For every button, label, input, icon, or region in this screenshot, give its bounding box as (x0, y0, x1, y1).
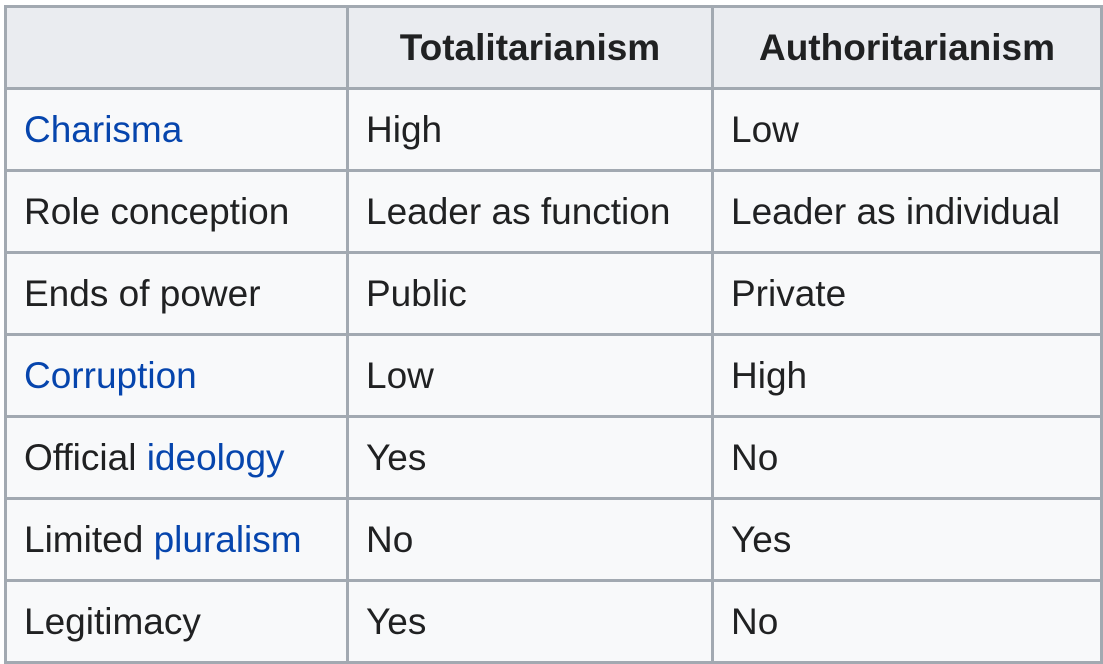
corruption-link[interactable]: Corruption (24, 354, 197, 396)
row-label: Legitimacy (4, 579, 349, 664)
table-row: Corruption Low High (4, 333, 1103, 418)
row-label: Role conception (4, 169, 349, 254)
row-label-text: Role conception (24, 190, 290, 232)
row-label: Official ideology (4, 415, 349, 500)
comparison-table: Totalitarianism Authoritarianism Charism… (4, 5, 1103, 664)
row-label-text: Legitimacy (24, 600, 201, 642)
table-row: Limited pluralism No Yes (4, 497, 1103, 582)
totalitarianism-cell: Leader as function (346, 169, 714, 254)
totalitarianism-cell: Low (346, 333, 714, 418)
header-authoritarianism: Authoritarianism (711, 5, 1103, 90)
table-row: Official ideology Yes No (4, 415, 1103, 500)
ideology-link[interactable]: ideology (146, 436, 285, 478)
charisma-link[interactable]: Charisma (24, 108, 183, 150)
header-totalitarianism: Totalitarianism (346, 5, 714, 90)
row-label-text: Official (24, 436, 147, 478)
header-row: Totalitarianism Authoritarianism (4, 5, 1103, 90)
totalitarianism-cell: Public (346, 251, 714, 336)
row-label-text: Limited (24, 518, 154, 560)
header-empty-cell (4, 5, 349, 90)
row-label: Ends of power (4, 251, 349, 336)
table-row: Role conception Leader as function Leade… (4, 169, 1103, 254)
table-row: Ends of power Public Private (4, 251, 1103, 336)
row-label-text: Ends of power (24, 272, 261, 314)
authoritarianism-cell: High (711, 333, 1103, 418)
table-row: Legitimacy Yes No (4, 579, 1103, 664)
authoritarianism-cell: No (711, 415, 1103, 500)
authoritarianism-cell: Yes (711, 497, 1103, 582)
table-row: Charisma High Low (4, 87, 1103, 172)
totalitarianism-cell: No (346, 497, 714, 582)
totalitarianism-cell: Yes (346, 579, 714, 664)
authoritarianism-cell: No (711, 579, 1103, 664)
authoritarianism-cell: Low (711, 87, 1103, 172)
authoritarianism-cell: Private (711, 251, 1103, 336)
row-label: Corruption (4, 333, 349, 418)
authoritarianism-cell: Leader as individual (711, 169, 1103, 254)
row-label: Limited pluralism (4, 497, 349, 582)
row-label: Charisma (4, 87, 349, 172)
pluralism-link[interactable]: pluralism (153, 518, 302, 560)
totalitarianism-cell: High (346, 87, 714, 172)
totalitarianism-cell: Yes (346, 415, 714, 500)
